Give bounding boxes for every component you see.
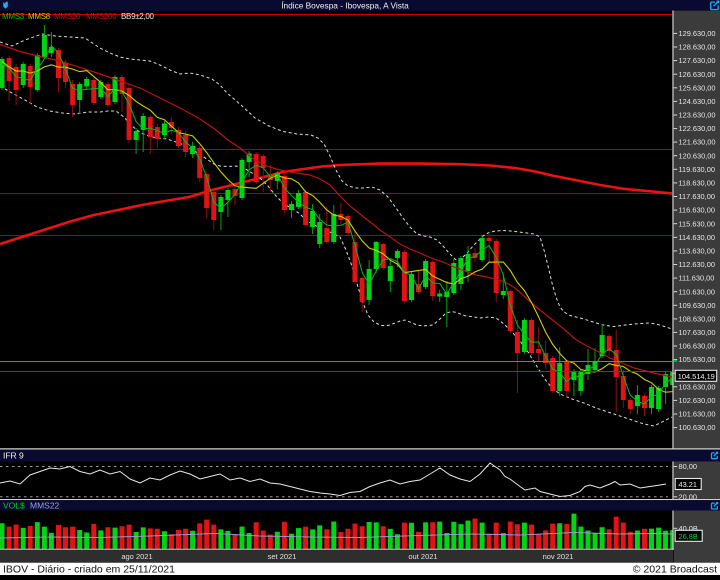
svg-text:111.630,00: 111.630,00 <box>679 274 715 283</box>
svg-text:113.630,00: 113.630,00 <box>679 247 715 256</box>
svg-text:40,0B: 40,0B <box>679 524 698 533</box>
svg-text:IBOV - Diário - criado em 25/1: IBOV - Diário - criado em 25/11/2021 <box>3 564 175 576</box>
svg-text:110.630,00: 110.630,00 <box>679 287 715 296</box>
svg-text:125.630,00: 125.630,00 <box>679 83 716 92</box>
svg-text:118.630,00: 118.630,00 <box>679 179 715 188</box>
svg-text:112.630,00: 112.630,00 <box>679 260 715 269</box>
svg-text:117.630,00: 117.630,00 <box>679 192 715 201</box>
svg-text:129.630,00: 129.630,00 <box>679 29 716 38</box>
svg-text:114.630,00: 114.630,00 <box>679 233 715 242</box>
svg-text:20,00: 20,00 <box>679 493 698 502</box>
svg-text:103.630,00: 103.630,00 <box>679 382 716 391</box>
svg-text:MMS8: MMS8 <box>28 12 51 21</box>
svg-text:BB9±2,00: BB9±2,00 <box>121 12 155 21</box>
svg-text:nov 2021: nov 2021 <box>543 552 574 561</box>
svg-text:out 2021: out 2021 <box>408 552 437 561</box>
svg-text:26,8B: 26,8B <box>679 532 698 541</box>
svg-text:Índice Bovespa - Ibovespa, A V: Índice Bovespa - Ibovespa, A Vista <box>281 0 409 10</box>
svg-text:127.630,00: 127.630,00 <box>679 56 716 65</box>
svg-text:101.630,00: 101.630,00 <box>679 410 716 419</box>
svg-text:IFR 9: IFR 9 <box>3 451 24 461</box>
svg-text:80,00: 80,00 <box>679 462 698 471</box>
svg-text:VOL$: VOL$ <box>3 501 25 511</box>
svg-text:105.630,00: 105.630,00 <box>679 355 716 364</box>
svg-text:© 2021 Broadcast: © 2021 Broadcast <box>633 564 717 576</box>
svg-text:123.630,00: 123.630,00 <box>679 111 716 120</box>
svg-text:100.630,00: 100.630,00 <box>679 423 716 432</box>
svg-text:MMS20: MMS20 <box>54 12 81 21</box>
svg-text:119.630,00: 119.630,00 <box>679 165 715 174</box>
svg-text:MMS3: MMS3 <box>2 12 25 21</box>
svg-text:109.630,00: 109.630,00 <box>679 301 716 310</box>
svg-text:120.630,00: 120.630,00 <box>679 151 716 160</box>
svg-text:121.630,00: 121.630,00 <box>679 138 716 147</box>
svg-text:MMS22: MMS22 <box>30 501 60 511</box>
svg-text:115.630,00: 115.630,00 <box>679 219 715 228</box>
svg-text:124.630,00: 124.630,00 <box>679 97 716 106</box>
svg-text:126.630,00: 126.630,00 <box>679 70 716 79</box>
svg-text:102.630,00: 102.630,00 <box>679 396 716 405</box>
svg-text:ago 2021: ago 2021 <box>121 552 152 561</box>
svg-text:107.630,00: 107.630,00 <box>679 328 716 337</box>
svg-text:106.630,00: 106.630,00 <box>679 342 716 351</box>
svg-text:122.630,00: 122.630,00 <box>679 124 716 133</box>
svg-text:116.630,00: 116.630,00 <box>679 206 715 215</box>
svg-text:43.21: 43.21 <box>679 480 698 489</box>
svg-text:MMS200: MMS200 <box>86 12 117 21</box>
svg-text:set 2021: set 2021 <box>268 552 297 561</box>
svg-text:104.514,19: 104.514,19 <box>678 372 715 381</box>
svg-text:128.630,00: 128.630,00 <box>679 43 716 52</box>
svg-text:108.630,00: 108.630,00 <box>679 315 716 324</box>
